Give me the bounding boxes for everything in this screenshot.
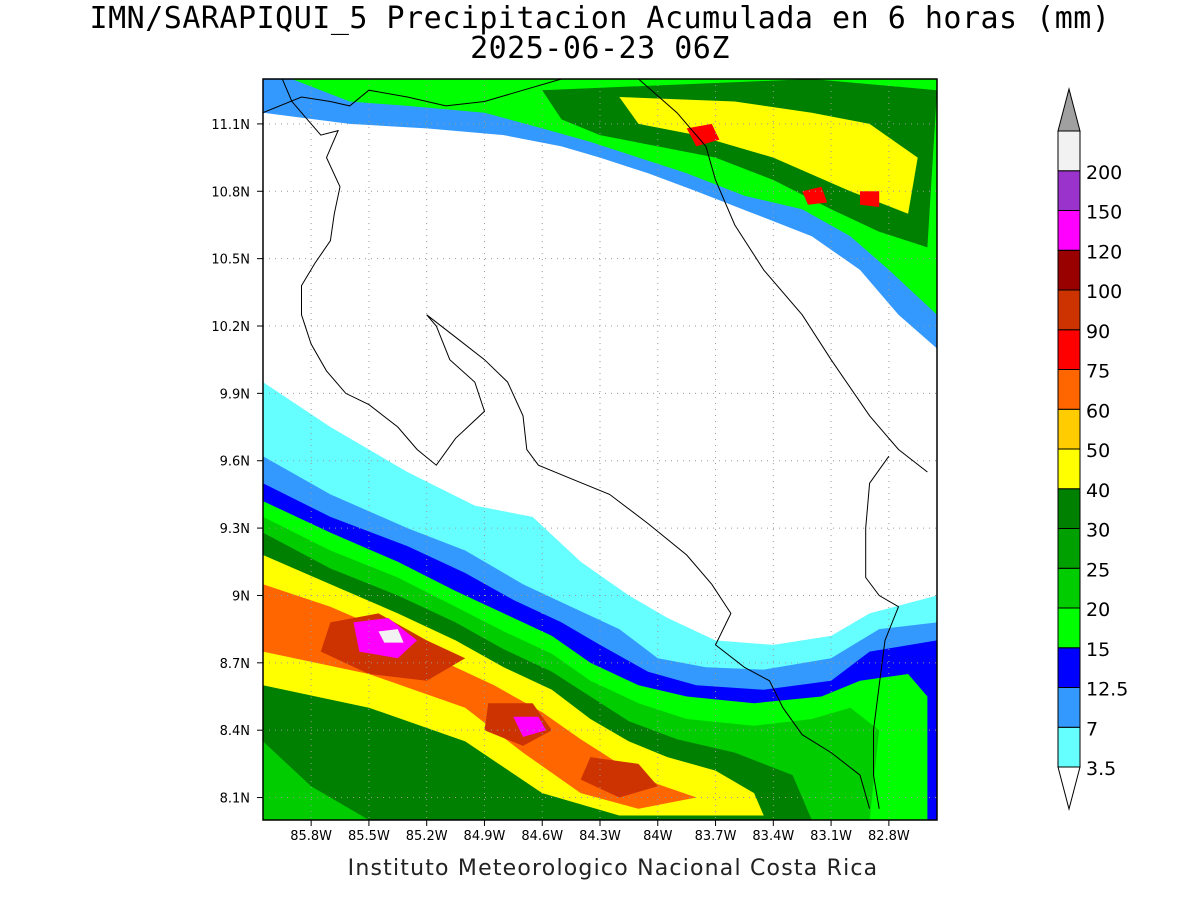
precip-region-19 bbox=[860, 191, 880, 207]
precipitation-contours bbox=[263, 79, 937, 820]
precip-region-17 bbox=[619, 97, 918, 214]
colorbar-label-150: 150 bbox=[1086, 202, 1122, 224]
colorbar-label-50: 50 bbox=[1086, 440, 1110, 462]
lat-label-8: 8.7N bbox=[220, 657, 250, 672]
colorbar-swatch-3.5 bbox=[1057, 726, 1081, 768]
lat-label-6: 9.3N bbox=[220, 522, 250, 537]
credit-text: Instituto Meteorologico Nacional Costa R… bbox=[347, 856, 879, 881]
coastline-0 bbox=[281, 79, 871, 809]
colorbar-label-120: 120 bbox=[1086, 241, 1122, 263]
colorbar-swatch-60 bbox=[1057, 369, 1081, 410]
precip-region-5 bbox=[263, 532, 812, 820]
colorbar-over-arrow bbox=[1057, 87, 1081, 132]
lat-label-9: 8.4N bbox=[220, 724, 250, 739]
colorbar-label-30: 30 bbox=[1086, 520, 1110, 542]
colorbar-swatch-120 bbox=[1057, 210, 1081, 251]
colorbar-swatch-90 bbox=[1057, 289, 1081, 331]
colorbar-label-60: 60 bbox=[1086, 400, 1110, 422]
colorbar-swatch-12.5 bbox=[1057, 647, 1081, 688]
lat-label-7: 9N bbox=[232, 589, 250, 604]
latitude-labels: 11.1N 10.8N 10.5N 10.2N 9.9N 9.6N 9.3N 9N 8.7N 8.… bbox=[211, 118, 250, 807]
colorbar-under-arrow bbox=[1057, 766, 1081, 811]
colorbar-swatch-30 bbox=[1057, 488, 1081, 529]
map-frame bbox=[262, 78, 938, 821]
coastline-borders bbox=[263, 79, 928, 809]
lon-label-9: 83.1W bbox=[810, 829, 852, 844]
lon-label-6: 84W bbox=[643, 829, 673, 844]
colorbar-swatch-25 bbox=[1057, 528, 1081, 569]
precip-region-18 bbox=[686, 123, 720, 147]
map-gridlines bbox=[257, 79, 937, 826]
colorbar-swatch-15 bbox=[1057, 607, 1081, 649]
colorbar-swatch-20 bbox=[1057, 567, 1081, 609]
lon-label-4: 84.6W bbox=[521, 829, 563, 844]
precip-region-20 bbox=[802, 186, 828, 205]
coastline-2 bbox=[865, 455, 900, 809]
lon-label-8: 83.4W bbox=[752, 829, 794, 844]
colorbar-label-75: 75 bbox=[1086, 361, 1110, 383]
colorbar-label-15: 15 bbox=[1086, 639, 1110, 661]
lon-label-0: 85.8W bbox=[290, 829, 332, 844]
colorbar-label-200: 200 bbox=[1086, 162, 1122, 184]
chart-title: IMN/SARAPIQUI_5 Precipitacion Acumulada … bbox=[89, 1, 1111, 36]
lat-label-5: 9.6N bbox=[220, 455, 250, 470]
colorbar-label-100: 100 bbox=[1086, 281, 1122, 303]
colorbar-label-40: 40 bbox=[1086, 480, 1110, 502]
lat-label-10: 8.1N bbox=[220, 792, 250, 807]
lat-label-0: 11.1N bbox=[211, 118, 250, 133]
colorbar-label-20: 20 bbox=[1086, 599, 1110, 621]
coastline-3 bbox=[263, 79, 562, 114]
colorbar-label-90: 90 bbox=[1086, 321, 1110, 343]
lat-label-2: 10.5N bbox=[211, 253, 250, 268]
lon-label-1: 85.5W bbox=[348, 829, 390, 844]
precip-region-13 bbox=[378, 629, 404, 643]
lat-label-4: 9.9N bbox=[220, 387, 250, 402]
precip-region-11 bbox=[513, 716, 547, 737]
colorbar-swatch-40 bbox=[1057, 448, 1081, 490]
colorbar-swatch-7 bbox=[1057, 687, 1081, 728]
lon-label-3: 84.9W bbox=[464, 829, 506, 844]
colorbar-swatch-100 bbox=[1057, 249, 1081, 291]
chart-subtitle-date: 2025-06-23 06Z bbox=[470, 31, 730, 66]
colorbar-label-12.5: 12.5 bbox=[1086, 679, 1128, 701]
lon-label-5: 84.3W bbox=[579, 829, 621, 844]
colorbar-swatch-150 bbox=[1057, 170, 1081, 211]
colorbar-label-7: 7 bbox=[1086, 718, 1098, 740]
lat-label-1: 10.8N bbox=[211, 185, 250, 200]
lon-label-2: 85.2W bbox=[406, 829, 448, 844]
longitude-labels: 85.8W 85.5W 85.2W 84.9W 84.6W 84.3W 84W 83.7W 83… bbox=[290, 829, 910, 844]
coastline-1 bbox=[638, 79, 928, 473]
colorbar-label-3.5: 3.5 bbox=[1086, 758, 1116, 780]
colorbar-legend: 3.5 7 12.5 15 20 25 30 40 50 60 75 90 100 120 150 200 bbox=[1057, 87, 1128, 811]
lon-label-7: 83.7W bbox=[695, 829, 737, 844]
colorbar-swatch-50 bbox=[1057, 408, 1081, 450]
colorbar-swatch-200 bbox=[1057, 130, 1081, 172]
lat-label-3: 10.2N bbox=[211, 320, 250, 335]
colorbar-label-25: 25 bbox=[1086, 559, 1110, 581]
colorbar-swatch-75 bbox=[1057, 329, 1081, 370]
lon-label-10: 82.8W bbox=[868, 829, 910, 844]
